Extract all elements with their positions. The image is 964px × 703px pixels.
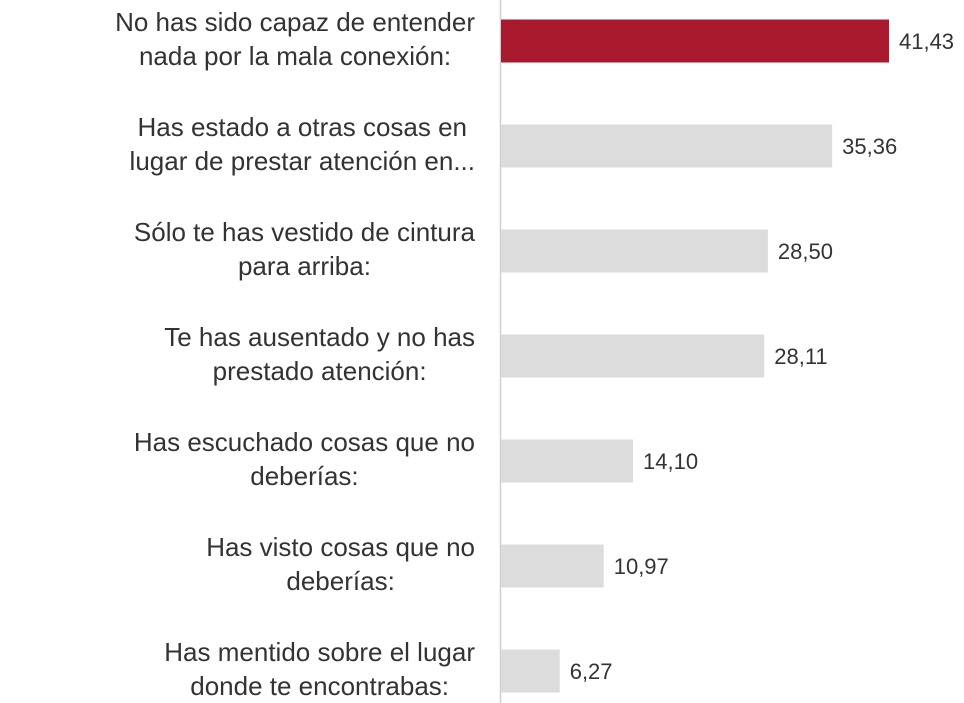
category-label: Has visto cosas que no <box>206 532 475 562</box>
value-label: 35,36 <box>842 134 897 159</box>
category-label: nada por la mala conexión: <box>139 41 451 71</box>
category-label: Has mentido sobre el lugar <box>164 637 475 667</box>
category-label: para arriba: <box>238 251 371 281</box>
value-label: 10,97 <box>614 554 669 579</box>
value-label: 6,27 <box>570 659 613 684</box>
value-label: 28,50 <box>778 239 833 264</box>
value-label: 14,10 <box>643 449 698 474</box>
bar <box>501 229 768 273</box>
bar <box>501 439 634 483</box>
bar <box>501 334 765 378</box>
category-label: Sólo te has vestido de cintura <box>134 217 476 247</box>
category-label: No has sido capaz de entender <box>115 7 475 37</box>
category-label: Te has ausentado y no has <box>164 322 475 352</box>
category-label: lugar de prestar atención en... <box>130 146 475 176</box>
bar <box>501 544 604 588</box>
bar <box>501 124 833 168</box>
category-label: deberías: <box>286 566 394 596</box>
value-label: 41,43 <box>899 29 954 54</box>
category-label: donde te encontrabas: <box>190 671 449 701</box>
category-label: prestado atención: <box>213 356 427 386</box>
category-label: deberías: <box>250 461 358 491</box>
category-label: Has escuchado cosas que no <box>134 427 475 457</box>
value-label: 28,11 <box>774 344 827 369</box>
category-label: Has estado a otras cosas en <box>138 112 468 142</box>
bar <box>501 19 889 63</box>
bar <box>501 649 560 693</box>
